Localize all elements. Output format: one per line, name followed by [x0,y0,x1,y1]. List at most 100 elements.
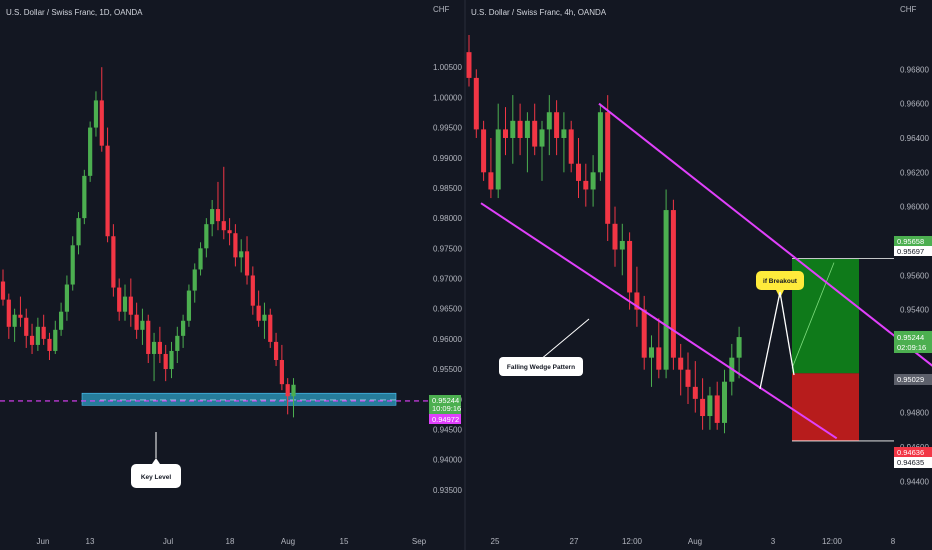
candle-body [134,314,139,330]
price-tick-label: 0.94800 [900,409,929,418]
candle [641,295,647,370]
candle-body [41,326,46,339]
candle [268,308,273,348]
candle [128,278,133,327]
candle [41,314,46,345]
candle [227,218,232,246]
candle-body [641,309,647,358]
candle [210,200,215,237]
candle-body [53,329,58,351]
stop-price-tag: 0.94636 [894,447,932,457]
time-tick-label: 18 [226,537,235,546]
candle-body [597,112,603,173]
candle [627,232,633,310]
candle-body [88,127,93,176]
candle [18,296,23,327]
candle [561,112,567,173]
candle-body [227,230,232,234]
price-tick-label: 0.93500 [433,486,462,495]
candle-body [111,236,116,288]
price-tick-label: 0.96800 [900,65,929,74]
candle [186,284,192,327]
candle [29,323,35,354]
breakout-callout[interactable] [756,271,804,290]
candle [597,103,603,181]
time-tick-label: 27 [570,537,579,546]
candle-body [128,296,133,315]
candle-body [583,180,589,190]
svg-text:0.95697: 0.95697 [897,247,924,256]
time-tick-label: Aug [688,537,702,546]
price-tick-label: 0.95600 [900,271,929,280]
candle [146,314,151,364]
candle [192,263,197,303]
breakout-label: if Breakout [763,278,798,285]
candle [291,378,296,418]
wedge-callout[interactable] [499,357,583,376]
candle-body [481,129,487,173]
svg-text:0.95244: 0.95244 [897,333,924,342]
candle [88,121,93,182]
left-chart-pane[interactable]: U.S. Dollar / Swiss Franc, 1D, OANDA CHF… [0,5,462,546]
left-time-axis[interactable]: Jun 13 Jul 18 Aug 15 Sep [37,537,427,546]
candle-body [510,120,516,138]
candle-body [70,245,75,285]
candle-body [76,218,81,246]
candle [12,308,17,342]
candle [685,352,691,405]
candle [576,137,581,199]
candle [700,378,706,430]
candle [35,317,40,351]
wedge-pointer [539,318,590,361]
candle [134,302,139,339]
candle [47,332,52,361]
candle-body [488,172,494,190]
candle [517,103,523,156]
candle-body [163,353,168,370]
candle [692,361,698,413]
time-tick-label: 8 [891,537,896,546]
candle-body [175,335,180,351]
svg-text:10:09:16: 10:09:16 [432,404,461,413]
candle-body [24,317,29,336]
time-tick-label: Sep [412,537,427,546]
candle [151,332,157,382]
candle [262,302,267,339]
candle-body [736,337,742,358]
left-price-axis[interactable]: 1.00500 1.00000 0.99500 0.99000 0.98500 0.980… [433,63,462,495]
candle [175,326,180,364]
candle [221,166,226,240]
candle [6,293,11,339]
candle [140,308,145,345]
candle-body [656,347,662,370]
price-tick-label: 1.00000 [433,93,462,102]
right-chart-title: U.S. Dollar / Swiss Franc, 4h, OANDA [471,8,607,17]
candle-body [186,290,192,321]
candle [59,302,64,336]
candle-body [291,384,296,397]
target-line-tag: 0.95697 [894,246,932,256]
stop-line-tag: 0.94635 [894,457,932,468]
svg-text:0.95658: 0.95658 [897,237,924,246]
candle-body [192,269,197,291]
candle [239,239,244,273]
time-tick-label: 25 [491,537,500,546]
time-tick-label: 12:00 [622,537,643,546]
time-tick-label: 3 [771,537,776,546]
key-level-callout[interactable] [131,464,181,488]
candle [670,199,676,370]
candle [117,278,122,321]
candle-body [495,129,501,190]
right-chart-pane[interactable]: U.S. Dollar / Swiss Franc, 4h, OANDA CHF… [466,5,932,546]
right-time-axis[interactable]: 25 27 12:00 Aug 3 12:00 8 [491,537,896,546]
candle-body [157,341,162,354]
candle-body [99,100,104,146]
candle-body [35,326,40,345]
candle-body [561,129,567,138]
candle-body [146,320,151,354]
price-tick-label: 0.96600 [900,100,929,109]
candle-body [215,209,221,222]
candle [532,103,538,156]
candle-body [82,175,87,219]
candle-body [678,357,684,370]
